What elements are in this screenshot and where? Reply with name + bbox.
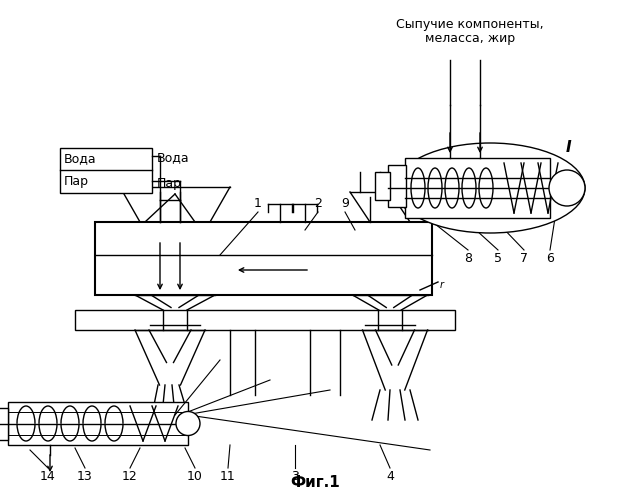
Bar <box>405 158 550 218</box>
Bar <box>375 172 390 200</box>
Text: Пар: Пар <box>64 174 89 188</box>
Bar <box>60 148 152 193</box>
Text: 7: 7 <box>520 252 528 265</box>
Text: 6: 6 <box>546 252 554 265</box>
Text: 2: 2 <box>314 197 322 210</box>
Text: 8: 8 <box>464 252 472 265</box>
Circle shape <box>549 170 585 206</box>
Text: Вода: Вода <box>157 152 189 164</box>
Bar <box>95 222 432 295</box>
Text: Пар: Пар <box>157 176 182 190</box>
Text: I: I <box>565 140 571 156</box>
Text: меласса, жир: меласса, жир <box>425 32 515 45</box>
Text: Фиг.1: Фиг.1 <box>290 475 340 490</box>
Circle shape <box>176 412 200 436</box>
Text: 13: 13 <box>77 470 93 483</box>
Text: 5: 5 <box>494 252 502 265</box>
Text: 10: 10 <box>187 470 203 483</box>
Text: r: r <box>440 280 444 290</box>
Bar <box>0 408 8 440</box>
Bar <box>75 310 455 330</box>
Bar <box>8 402 188 445</box>
Text: 14: 14 <box>40 470 56 483</box>
Text: 11: 11 <box>220 470 236 483</box>
Bar <box>388 165 406 207</box>
Text: 12: 12 <box>122 470 138 483</box>
Text: 1: 1 <box>254 197 262 210</box>
Text: 9: 9 <box>341 197 349 210</box>
Text: Вода: Вода <box>64 152 97 166</box>
Ellipse shape <box>395 143 585 233</box>
Text: Сыпучие компоненты,: Сыпучие компоненты, <box>396 18 544 31</box>
Text: 3: 3 <box>291 470 299 483</box>
Text: 4: 4 <box>386 470 394 483</box>
